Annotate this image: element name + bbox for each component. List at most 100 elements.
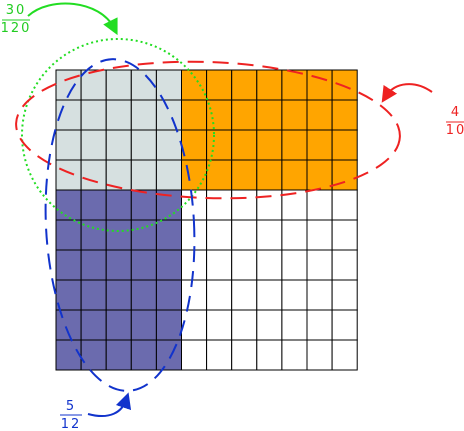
grid-cell [130,339,157,371]
grid-cell [206,159,233,191]
numerator: 4 [451,105,461,120]
grid-cell [105,189,132,221]
grid-cell [80,129,107,161]
grid-cell [181,159,208,191]
green-fraction: 30 120 [1,3,32,36]
grid-cell [306,99,333,131]
grid-cell [331,69,358,101]
grid-cell [256,99,283,131]
grid-cell [130,279,157,311]
grid-cell [130,249,157,281]
grid-cell [256,339,283,371]
grid-cell [306,189,333,221]
grid-cell [181,309,208,341]
grid-cell [105,219,132,251]
grid-cell [181,99,208,131]
grid-cell [55,159,82,191]
grid-cell [80,69,107,101]
grid-cell [306,279,333,311]
grid-cell [206,249,233,281]
grid-cell [130,159,157,191]
denominator: 12 [61,417,82,431]
grid-cell [256,159,283,191]
grid-cell [306,129,333,161]
grid-cell [181,69,208,101]
green-arrow [27,2,118,36]
grid-cell [55,219,82,251]
grid-cell [80,219,107,251]
grid-cell [281,309,308,341]
grid-cell [105,129,132,161]
grid-cell [55,189,82,221]
grid-cell [281,249,308,281]
grid-cell [306,309,333,341]
red-ellipse [15,60,401,200]
grid-cell [231,219,258,251]
green-circle [21,38,215,232]
grid [55,69,358,371]
grid-cell [105,99,132,131]
grid-cell [281,279,308,311]
grid-cell [331,99,358,131]
grid-cell [206,129,233,161]
numerator: 30 [6,3,27,18]
grid-cell [331,219,358,251]
grid-cell [80,309,107,341]
denominator: 120 [1,21,32,36]
grid-cell [256,279,283,311]
grid-cell [306,339,333,371]
red-fraction: 4 10 [446,105,464,138]
grid-cell [105,339,132,371]
grid-cell [231,189,258,221]
grid-cell [181,279,208,311]
grid-cell [155,309,182,341]
grid-cell [206,99,233,131]
grid-cell [331,249,358,281]
grid-cell [281,69,308,101]
grid-cell [206,309,233,341]
grid-cell [80,339,107,371]
grid-cell [231,159,258,191]
grid-cell [306,219,333,251]
grid-cell [55,339,82,371]
grid-cell [281,159,308,191]
grid-cell [256,129,283,161]
grid-cell [331,339,358,371]
grid-cell [206,279,233,311]
grid-cell [206,219,233,251]
grid-cell [155,219,182,251]
grid-cell [55,279,82,311]
grid-cell [80,189,107,221]
grid-cell [231,129,258,161]
numerator: 5 [66,399,76,414]
grid-cell [155,249,182,281]
grid-cell [331,279,358,311]
grid-cell [281,99,308,131]
grid-cell [55,129,82,161]
grid-cell [105,69,132,101]
grid-cell [231,309,258,341]
grid-cell [206,69,233,101]
grid-cell [256,249,283,281]
grid-cell [130,189,157,221]
grid-cell [130,309,157,341]
grid-cell [331,129,358,161]
grid-cell [130,99,157,131]
grid-cell [130,129,157,161]
grid-cell [256,219,283,251]
grid-cell [331,309,358,341]
red-arrow [381,83,433,103]
grid-cell [306,249,333,281]
grid-cell [206,339,233,371]
grid-cell [155,159,182,191]
grid-cell [256,309,283,341]
grid-cell [231,69,258,101]
grid-cell [256,189,283,221]
grid-cell [231,339,258,371]
grid-cell [206,189,233,221]
grid-cell [155,279,182,311]
grid-cell [80,279,107,311]
grid-cell [231,99,258,131]
